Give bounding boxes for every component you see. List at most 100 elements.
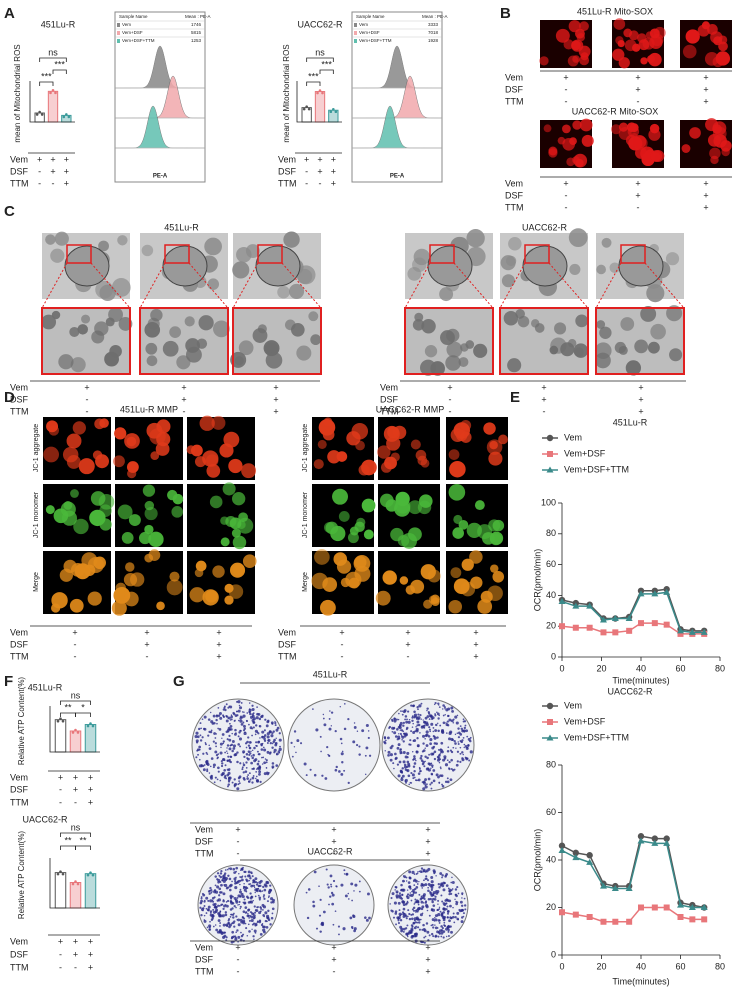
colony	[195, 731, 199, 735]
colony	[457, 727, 460, 730]
colony	[424, 755, 427, 758]
colony	[243, 731, 247, 736]
colony	[434, 714, 437, 717]
colony	[413, 739, 417, 743]
colony	[453, 740, 456, 743]
colony	[251, 756, 254, 760]
colony	[444, 763, 449, 767]
cell	[575, 314, 589, 328]
colony	[242, 933, 245, 936]
colony	[271, 907, 275, 911]
colony	[418, 893, 421, 896]
colony	[222, 715, 225, 718]
colony	[445, 873, 448, 876]
cell	[330, 525, 346, 542]
panel-label: F	[4, 673, 13, 690]
cell	[385, 499, 398, 512]
colony	[248, 930, 251, 933]
colony	[253, 886, 256, 889]
colony	[256, 712, 259, 716]
treatment-sign: +	[216, 639, 221, 649]
colony	[233, 871, 236, 874]
colony	[200, 899, 203, 903]
colony	[444, 875, 447, 878]
colony	[266, 732, 270, 736]
treatment-name: Vem	[10, 936, 28, 946]
cell	[488, 451, 503, 466]
colony	[236, 929, 239, 932]
colony	[243, 883, 245, 885]
colony	[428, 753, 431, 756]
zoom-line	[548, 262, 589, 309]
cell	[118, 317, 133, 331]
series-line	[561, 591, 705, 634]
y-tick-label: 80	[546, 528, 556, 538]
treatment-name: TTM	[10, 178, 29, 188]
colony	[293, 746, 296, 748]
colony	[448, 893, 451, 896]
colony	[401, 888, 403, 891]
colony	[438, 906, 441, 909]
cell	[94, 321, 109, 336]
point	[559, 909, 565, 916]
colony	[449, 925, 452, 928]
colony	[417, 903, 420, 906]
colony	[401, 771, 404, 774]
colony	[227, 706, 230, 709]
colony	[342, 927, 346, 931]
colony	[424, 716, 428, 720]
colony	[254, 922, 258, 926]
colony	[255, 770, 258, 773]
treatment-name: DSF	[278, 166, 297, 176]
colony	[213, 732, 217, 735]
colony	[221, 914, 225, 918]
cell	[650, 323, 666, 340]
colony	[406, 769, 409, 772]
x-tick-label: 60	[675, 663, 685, 673]
colony	[347, 781, 350, 784]
colony	[389, 753, 393, 757]
significance-label: **	[64, 835, 72, 845]
treatment-sign: -	[333, 848, 336, 858]
colony	[461, 757, 464, 760]
zoom-frame	[499, 307, 589, 375]
colony	[261, 890, 264, 892]
colony	[247, 870, 251, 874]
colony	[233, 905, 236, 908]
colony	[434, 701, 437, 705]
y-tick-label: 80	[546, 759, 556, 769]
treatment-sign: +	[331, 154, 336, 164]
treatment-sign: +	[73, 784, 78, 794]
replicate-dot	[61, 719, 65, 723]
colony	[430, 875, 434, 879]
colony	[237, 940, 239, 943]
colony	[246, 777, 249, 780]
colony	[446, 916, 449, 919]
colony	[243, 898, 246, 901]
colony	[410, 899, 413, 902]
colony	[295, 751, 297, 754]
colony	[273, 738, 276, 742]
colony	[448, 737, 451, 741]
cell	[620, 317, 635, 331]
cell	[145, 342, 158, 355]
colony	[262, 928, 266, 932]
colony	[412, 704, 416, 708]
colony	[241, 711, 244, 713]
colony	[222, 708, 225, 711]
colony	[246, 740, 249, 744]
cell	[189, 587, 205, 603]
colony	[230, 940, 234, 944]
colony	[238, 890, 242, 894]
colony	[228, 776, 232, 780]
colony	[465, 729, 469, 733]
colony	[254, 909, 257, 912]
colony	[441, 785, 445, 788]
cell	[104, 351, 119, 367]
colony	[409, 743, 412, 746]
treatment-sign: +	[235, 942, 240, 952]
cell	[713, 134, 727, 148]
colony	[249, 752, 252, 755]
colony	[217, 881, 220, 884]
colony	[353, 722, 356, 724]
